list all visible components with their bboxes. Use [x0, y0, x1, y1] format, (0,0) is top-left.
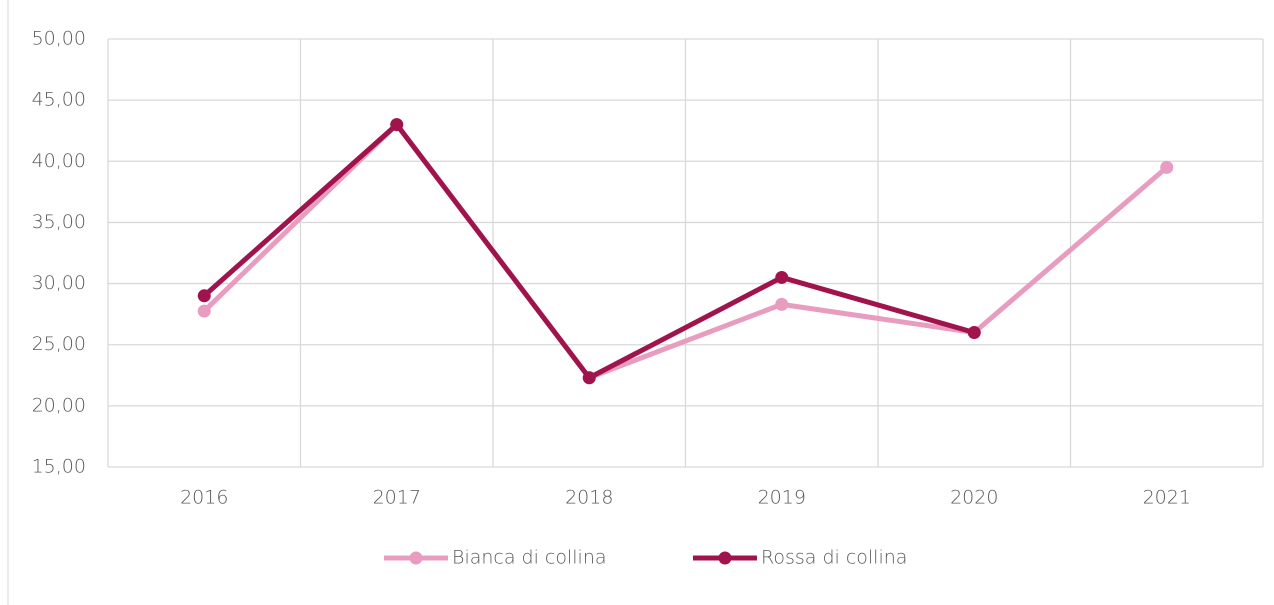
y-tick-label: 40,00: [32, 150, 86, 172]
y-tick-label: 35,00: [32, 211, 86, 233]
y-tick-label: 45,00: [32, 89, 86, 111]
legend-label: Bianca di collina: [452, 547, 607, 569]
data-point: [197, 289, 211, 303]
y-tick-label: 25,00: [32, 333, 86, 355]
x-tick-label: 2018: [565, 487, 613, 509]
x-tick-label: 2017: [373, 487, 421, 509]
data-point: [967, 325, 981, 339]
y-tick-label: 20,00: [32, 394, 86, 416]
data-point: [390, 118, 404, 132]
y-tick-label: 15,00: [32, 456, 86, 478]
legend-marker: [718, 551, 732, 565]
x-tick-label: 2019: [758, 487, 806, 509]
legend-label: Rossa di collina: [761, 547, 907, 569]
y-tick-label: 50,00: [32, 28, 86, 50]
chart-frame: [7, 0, 9, 605]
data-point: [775, 297, 789, 311]
data-point: [775, 270, 789, 284]
x-tick-label: 2016: [180, 487, 228, 509]
legend-marker: [409, 551, 423, 565]
data-point: [197, 304, 211, 318]
x-tick-label: 2021: [1143, 487, 1191, 509]
series-line: [202, 122, 975, 381]
y-tick-label: 30,00: [32, 272, 86, 294]
data-point: [582, 371, 596, 385]
data-point: [1160, 160, 1174, 174]
x-tick-label: 2020: [950, 487, 998, 509]
